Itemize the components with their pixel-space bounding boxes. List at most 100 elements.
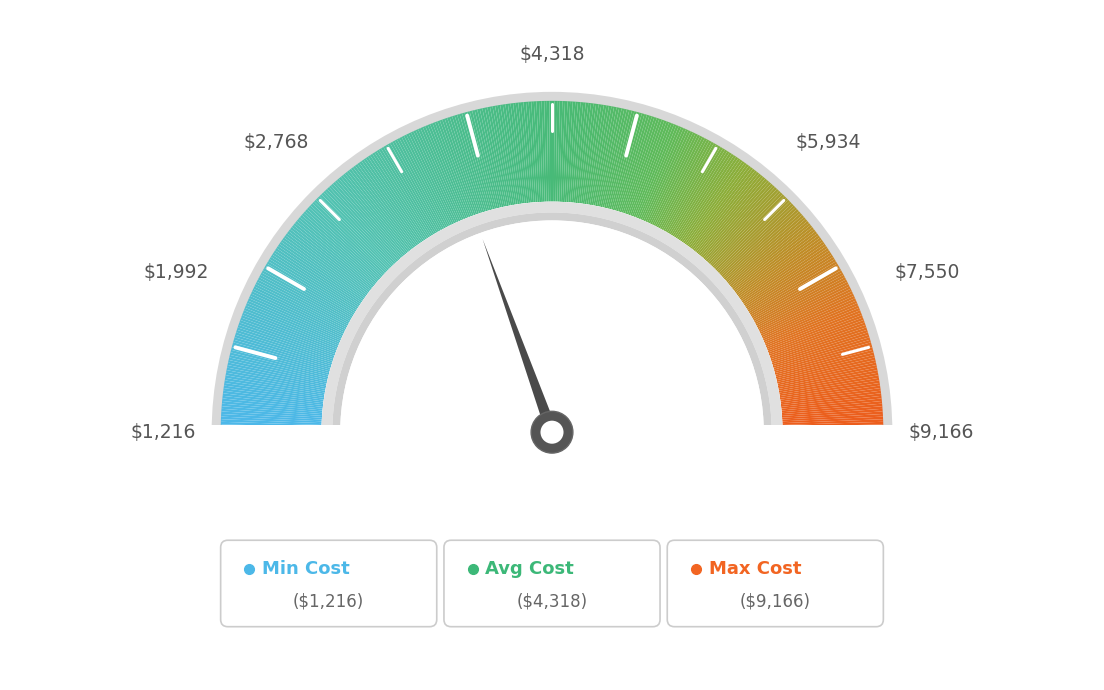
Wedge shape (301, 213, 379, 281)
Text: $2,768: $2,768 (244, 133, 309, 152)
Wedge shape (713, 196, 786, 269)
Wedge shape (329, 186, 399, 262)
Wedge shape (710, 190, 781, 266)
Wedge shape (782, 398, 882, 411)
Wedge shape (445, 118, 479, 214)
Wedge shape (402, 136, 449, 227)
Wedge shape (775, 350, 873, 377)
Wedge shape (603, 109, 627, 208)
Wedge shape (498, 105, 516, 205)
Wedge shape (722, 209, 799, 278)
Wedge shape (237, 327, 333, 361)
Wedge shape (651, 133, 698, 225)
Wedge shape (711, 193, 783, 266)
Wedge shape (439, 119, 476, 215)
Wedge shape (736, 233, 818, 295)
Wedge shape (737, 235, 820, 297)
Wedge shape (728, 217, 806, 284)
Wedge shape (262, 270, 351, 321)
Wedge shape (773, 337, 870, 368)
Wedge shape (261, 273, 350, 323)
Wedge shape (731, 223, 810, 288)
Wedge shape (347, 170, 411, 251)
Wedge shape (743, 246, 828, 304)
Text: $7,550: $7,550 (894, 263, 960, 282)
Wedge shape (275, 248, 360, 306)
Wedge shape (673, 151, 730, 237)
Wedge shape (595, 107, 617, 206)
Wedge shape (516, 103, 529, 203)
Wedge shape (447, 117, 480, 213)
Wedge shape (321, 201, 783, 432)
Wedge shape (252, 288, 344, 334)
Wedge shape (772, 333, 869, 364)
Wedge shape (221, 408, 322, 417)
Wedge shape (781, 388, 881, 404)
Wedge shape (381, 147, 435, 235)
Wedge shape (703, 182, 771, 259)
Wedge shape (482, 108, 506, 207)
Wedge shape (376, 150, 432, 237)
Wedge shape (650, 132, 696, 224)
Wedge shape (677, 154, 734, 239)
Wedge shape (657, 137, 704, 228)
Wedge shape (339, 177, 405, 256)
Wedge shape (694, 172, 760, 253)
Text: $9,166: $9,166 (909, 423, 974, 442)
Wedge shape (658, 138, 707, 228)
Wedge shape (709, 189, 778, 264)
Wedge shape (601, 108, 624, 207)
Circle shape (531, 411, 573, 453)
Wedge shape (286, 233, 368, 295)
Wedge shape (443, 119, 477, 215)
Wedge shape (679, 155, 736, 241)
Wedge shape (226, 368, 326, 389)
Wedge shape (221, 411, 322, 420)
Wedge shape (699, 177, 765, 256)
Wedge shape (760, 286, 851, 333)
Wedge shape (584, 104, 602, 204)
Wedge shape (776, 357, 875, 382)
Wedge shape (783, 430, 883, 432)
Wedge shape (500, 104, 518, 204)
Wedge shape (774, 339, 871, 370)
Wedge shape (224, 386, 323, 402)
Wedge shape (502, 104, 520, 204)
Wedge shape (258, 277, 348, 326)
Wedge shape (225, 378, 325, 396)
Wedge shape (622, 117, 655, 213)
Wedge shape (394, 139, 444, 229)
Wedge shape (237, 325, 333, 359)
Wedge shape (229, 357, 328, 382)
Wedge shape (297, 219, 375, 285)
Wedge shape (307, 207, 383, 277)
Wedge shape (606, 110, 631, 208)
Wedge shape (598, 108, 622, 207)
Wedge shape (560, 101, 565, 202)
Wedge shape (756, 279, 847, 328)
Wedge shape (718, 201, 792, 273)
Wedge shape (248, 296, 342, 339)
Wedge shape (290, 227, 371, 291)
Wedge shape (385, 144, 438, 233)
Wedge shape (564, 101, 573, 202)
Wedge shape (768, 320, 864, 356)
Wedge shape (463, 112, 491, 210)
Wedge shape (392, 141, 443, 230)
Wedge shape (597, 107, 619, 206)
Wedge shape (469, 110, 497, 209)
Wedge shape (335, 180, 402, 258)
Wedge shape (321, 201, 783, 432)
Wedge shape (588, 105, 606, 205)
Wedge shape (779, 380, 880, 398)
Wedge shape (558, 101, 562, 201)
Wedge shape (274, 250, 359, 307)
Wedge shape (773, 335, 870, 366)
Text: $4,318: $4,318 (519, 45, 585, 63)
Wedge shape (783, 420, 883, 425)
Polygon shape (482, 239, 558, 446)
Wedge shape (222, 406, 322, 416)
Wedge shape (230, 353, 328, 378)
Wedge shape (702, 180, 769, 258)
Wedge shape (459, 113, 489, 211)
